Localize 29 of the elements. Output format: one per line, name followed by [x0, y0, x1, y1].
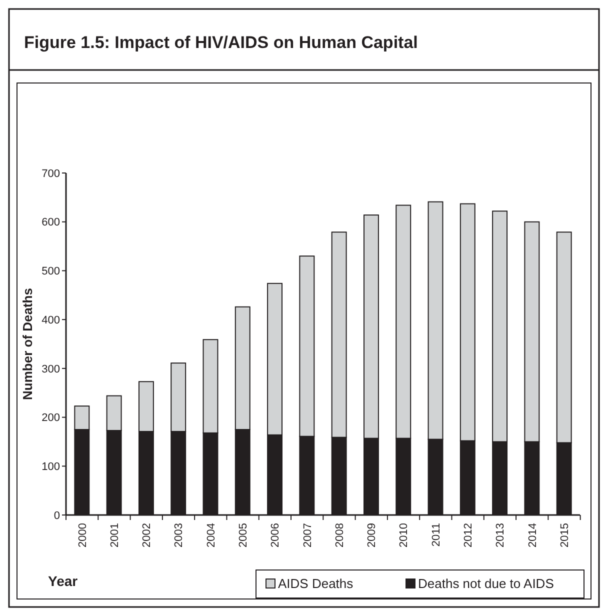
x-tick-label: 2008: [334, 523, 346, 548]
legend-label: AIDS Deaths: [278, 576, 354, 591]
x-tick-label: 2001: [108, 523, 121, 548]
y-tick-label: 300: [42, 363, 60, 376]
x-tick-label: 2015: [558, 523, 571, 548]
x-tick-label: 2013: [494, 523, 507, 548]
x-tick-label: 2009: [366, 523, 378, 548]
x-tick-label: 2002: [141, 523, 154, 548]
x-tick-label: 2011: [430, 523, 442, 547]
legend-label: Deaths not due to AIDS: [418, 576, 554, 591]
x-tick-label: 2012: [462, 523, 475, 548]
x-tick-label: 2010: [398, 523, 410, 548]
chart-title: Figure 1.5: Impact of HIV/AIDS on Human Capital: [24, 33, 418, 52]
x-tick-label: 2014: [526, 523, 539, 548]
x-tick-label: 2004: [205, 523, 218, 548]
y-tick-label: 200: [42, 412, 60, 424]
x-tick-label: 2007: [302, 523, 314, 548]
x-axis-title: Year: [48, 573, 78, 589]
y-tick-label: 0: [54, 510, 60, 522]
y-tick-label: 100: [42, 460, 60, 473]
y-tick-label: 700: [42, 168, 60, 180]
x-tick-label: 2005: [237, 523, 250, 548]
x-tick-label: 2006: [270, 523, 282, 548]
y-tick-label: 500: [42, 266, 60, 278]
y-axis-title: Number of Deaths: [20, 288, 35, 400]
y-tick-label: 600: [42, 216, 60, 229]
y-tick-label: 400: [42, 314, 60, 326]
x-tick-label: 2003: [173, 523, 186, 548]
x-tick-label: 2000: [76, 523, 89, 548]
